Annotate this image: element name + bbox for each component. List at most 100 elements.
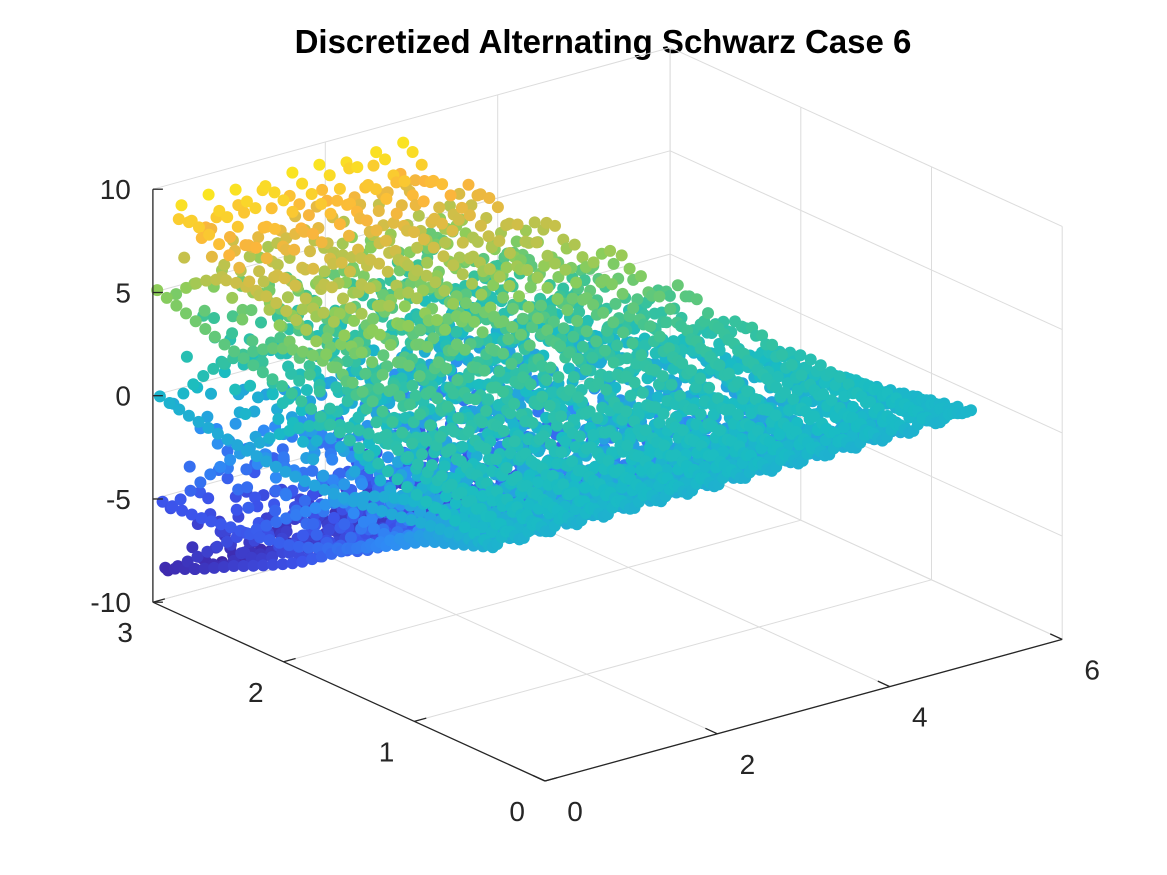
data-point — [352, 424, 365, 437]
data-point — [401, 481, 414, 493]
data-point — [370, 224, 383, 237]
data-point — [448, 425, 461, 438]
data-point — [497, 315, 510, 328]
grid-line — [497, 507, 891, 688]
data-point — [372, 457, 385, 470]
data-point — [609, 297, 622, 310]
data-point — [741, 385, 754, 398]
data-point — [192, 415, 205, 428]
data-point — [580, 325, 593, 338]
data-point — [635, 349, 648, 362]
data-point — [510, 470, 523, 483]
data-point — [299, 292, 312, 305]
data-point — [656, 370, 669, 383]
data-point — [237, 352, 250, 365]
data-point — [343, 229, 355, 242]
data-point — [182, 409, 195, 422]
data-point — [253, 531, 266, 544]
data-point — [864, 395, 877, 408]
data-point — [412, 209, 425, 222]
data-point — [690, 293, 703, 306]
data-point — [380, 428, 393, 441]
data-point — [257, 275, 270, 288]
data-point — [756, 329, 769, 342]
data-point — [431, 392, 444, 405]
data-point — [283, 424, 296, 437]
data-point — [319, 498, 332, 511]
data-point — [276, 380, 289, 393]
data-point — [444, 443, 457, 456]
data-point — [251, 500, 264, 513]
data-point — [183, 460, 196, 473]
x-tick-mark — [1049, 633, 1063, 640]
data-point — [273, 319, 286, 332]
data-point — [276, 397, 289, 410]
data-point — [221, 472, 234, 485]
data-point — [298, 494, 311, 507]
data-point — [373, 328, 386, 341]
data-point — [290, 509, 302, 522]
data-point — [611, 339, 624, 352]
data-point — [300, 384, 313, 396]
data-point — [176, 504, 189, 517]
data-point — [557, 478, 570, 491]
data-point — [398, 175, 411, 188]
data-point — [713, 359, 726, 372]
data-point — [503, 247, 516, 259]
data-point — [604, 244, 617, 257]
grid-line — [669, 253, 1063, 434]
data-point — [456, 268, 469, 281]
data-point — [410, 488, 423, 501]
data-point — [547, 315, 560, 328]
data-point — [653, 290, 666, 303]
data-point — [351, 161, 364, 174]
data-point — [202, 188, 215, 201]
data-point — [236, 313, 249, 326]
data-point — [639, 424, 652, 437]
data-point — [278, 272, 291, 285]
data-point — [241, 481, 254, 494]
data-point — [318, 483, 331, 496]
data-point — [395, 511, 408, 524]
data-point — [497, 347, 510, 360]
data-point — [367, 159, 380, 172]
data-point — [308, 479, 321, 492]
y-tick-label: 0 — [509, 796, 525, 827]
data-point — [260, 290, 273, 303]
data-point — [378, 490, 391, 503]
data-point — [717, 446, 730, 459]
data-point — [289, 470, 302, 483]
data-point — [226, 291, 239, 304]
data-point — [597, 306, 610, 319]
data-point — [256, 366, 269, 379]
data-point — [694, 372, 707, 385]
data-point — [522, 499, 535, 512]
data-point — [306, 553, 319, 566]
data-point — [663, 342, 675, 355]
data-point — [245, 304, 258, 317]
data-point — [326, 453, 339, 466]
data-point — [537, 430, 550, 442]
data-point — [283, 539, 295, 552]
data-point — [204, 468, 217, 481]
grid-line — [669, 47, 1063, 227]
data-point — [277, 451, 290, 464]
data-point — [591, 412, 604, 425]
grid-line — [669, 460, 1063, 640]
data-point — [387, 216, 400, 229]
data-point — [307, 262, 320, 275]
data-point — [260, 455, 273, 468]
data-point — [376, 405, 389, 418]
data-point — [331, 194, 344, 207]
x-tick-mark — [532, 774, 546, 782]
data-point — [173, 403, 186, 416]
data-point — [344, 265, 356, 278]
data-point — [532, 502, 545, 515]
data-point — [220, 274, 233, 287]
data-point — [338, 518, 351, 531]
data-point — [613, 463, 626, 476]
data-point — [794, 349, 807, 362]
data-point — [281, 291, 294, 304]
data-point — [194, 476, 207, 489]
data-point — [293, 374, 306, 387]
